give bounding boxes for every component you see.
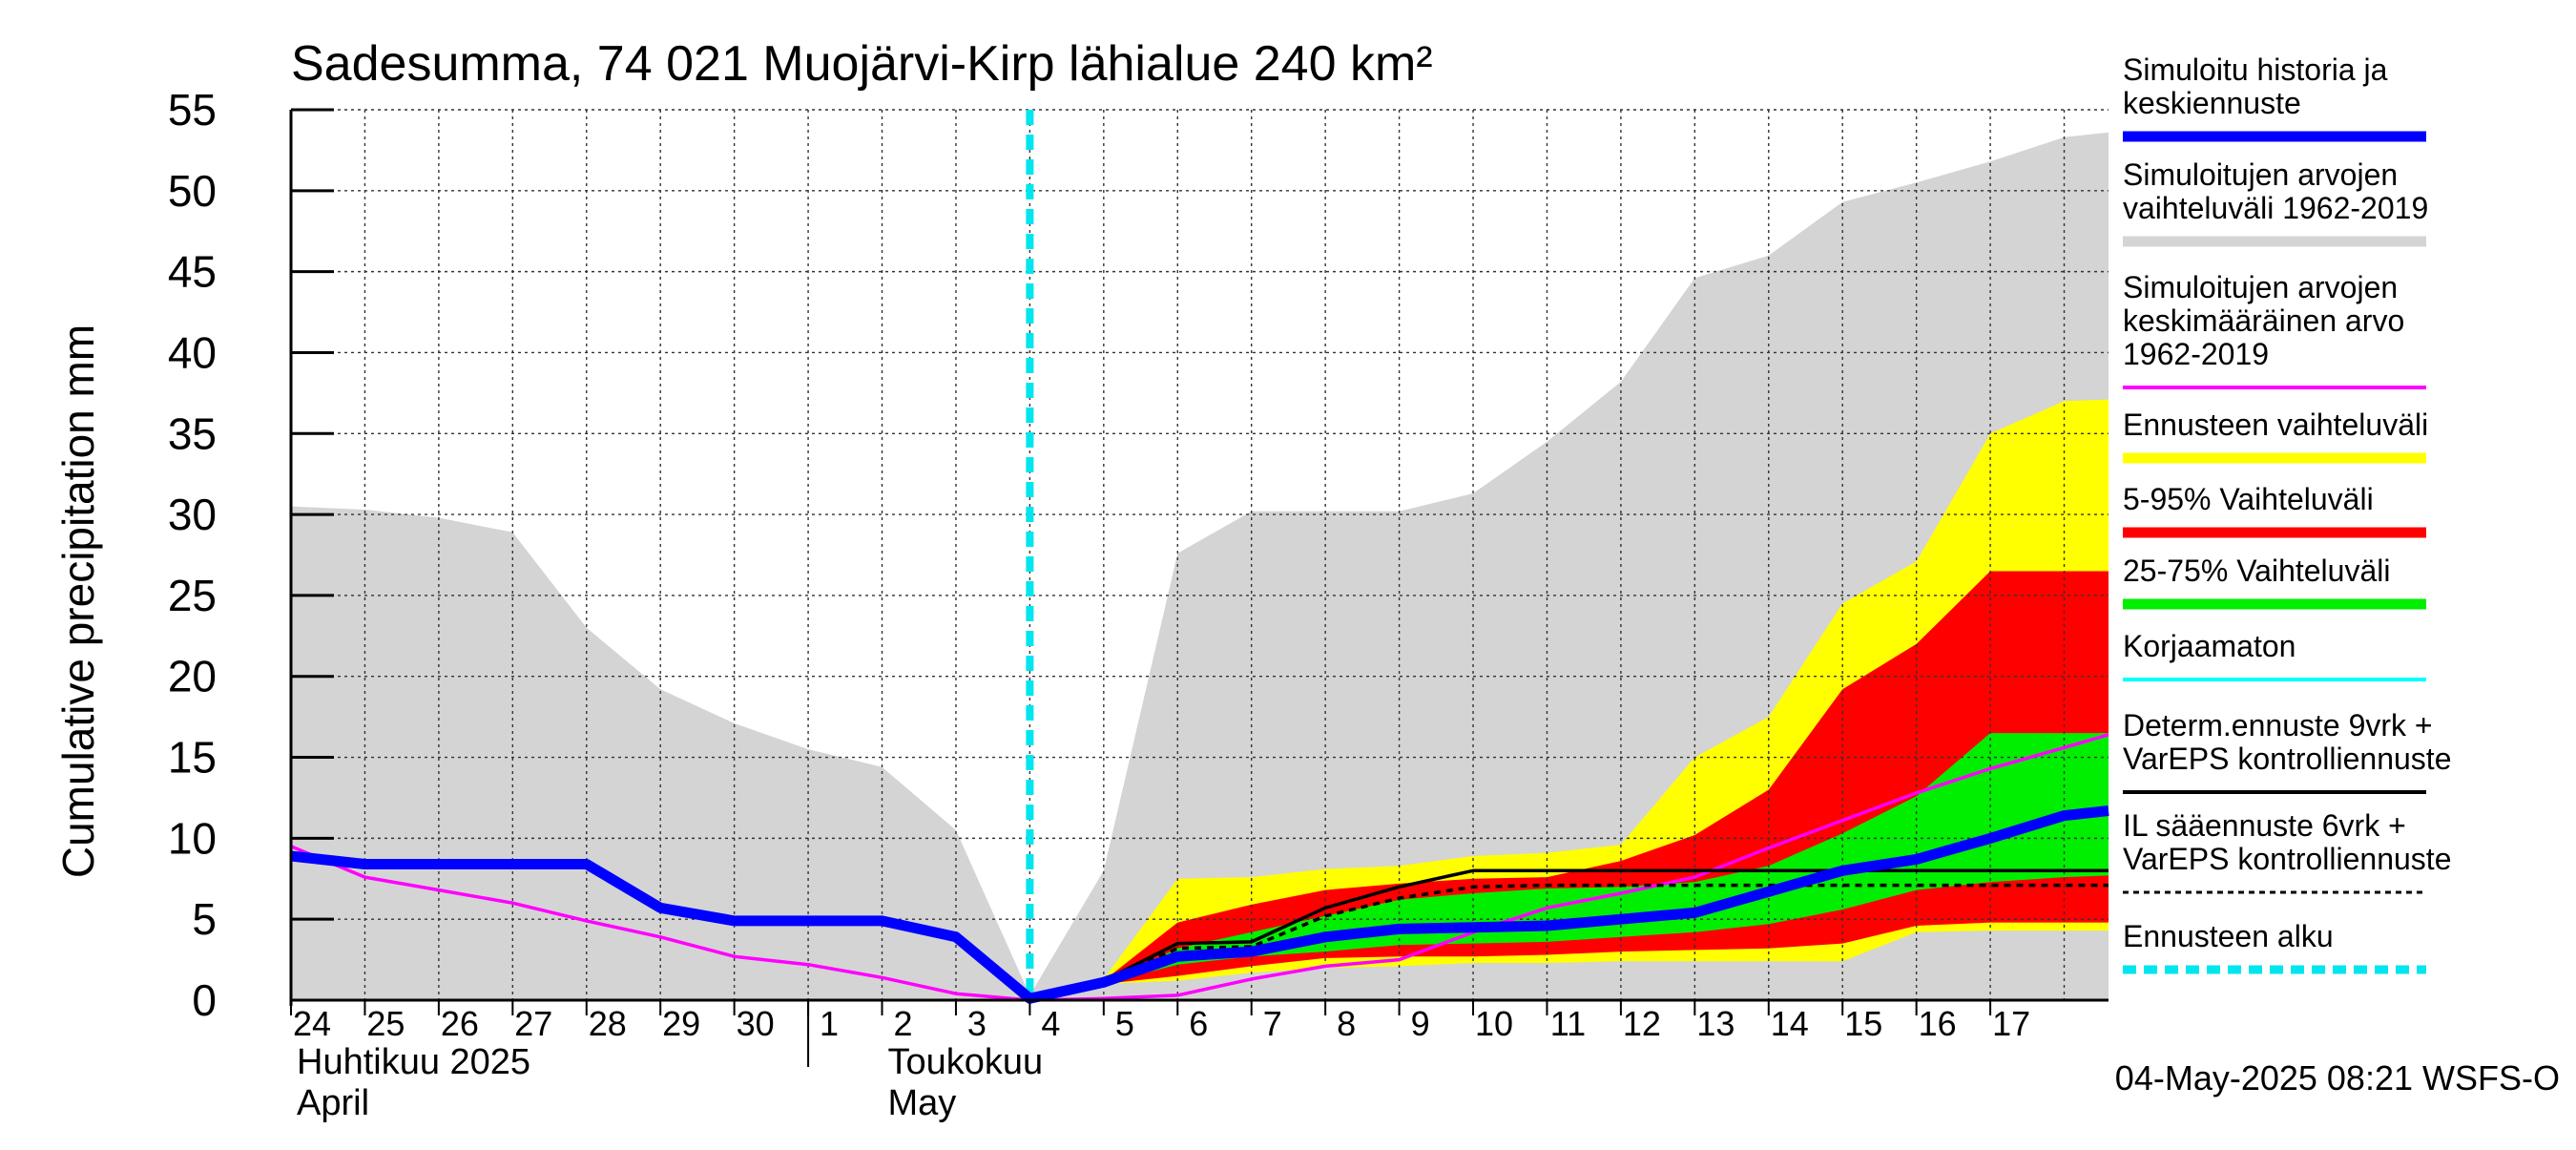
x-tick-label: 11 — [1550, 1004, 1586, 1043]
month-label-secondary: April — [297, 1083, 369, 1123]
legend-label: Simuloitu historia ja — [2123, 52, 2388, 87]
x-tick-label: 13 — [1696, 1004, 1735, 1043]
y-tick-label: 10 — [168, 813, 217, 863]
y-tick-label: 35 — [168, 408, 217, 458]
grid-layer — [291, 109, 2109, 1000]
x-tick-label: 28 — [589, 1004, 627, 1043]
legend-label: Determ.ennuste 9vrk + — [2123, 708, 2433, 742]
month-label-primary: Huhtikuu 2025 — [297, 1042, 530, 1082]
x-tick-label: 25 — [366, 1004, 405, 1043]
y-tick-label: 50 — [168, 166, 217, 216]
band-layer — [291, 132, 2109, 1001]
y-tick-label: 15 — [168, 733, 217, 783]
x-tick-label: 26 — [441, 1004, 479, 1043]
legend-label: keskiennuste — [2123, 86, 2301, 120]
legend-label: 25-75% Vaihteluväli — [2123, 554, 2390, 588]
y-tick-label: 25 — [168, 571, 217, 620]
line-layer — [290, 110, 2109, 1004]
y-tick-label: 30 — [168, 490, 217, 539]
history-range-band — [291, 132, 2109, 1000]
y-tick-label: 0 — [192, 975, 217, 1025]
chart-title: Sadesumma, 74 021 Muojärvi-Kirp lähialue… — [291, 36, 1433, 92]
x-tick-label: 3 — [967, 1004, 987, 1043]
x-tick-label: 1 — [820, 1004, 839, 1043]
legend-label: Simuloitujen arvojen — [2123, 270, 2398, 304]
x-tick-label: 10 — [1475, 1004, 1513, 1043]
legend-label: keskimääräinen arvo — [2123, 303, 2404, 338]
legend-label: Korjaamaton — [2123, 629, 2296, 663]
legend-label: Ennusteen vaihteluväli — [2123, 408, 2428, 442]
legend-label: 5-95% Vaihteluväli — [2123, 482, 2374, 516]
x-tick-label: 24 — [293, 1004, 331, 1043]
series-line-deterministic — [1028, 868, 2109, 1001]
x-tick-label: 6 — [1189, 1004, 1208, 1043]
legend-label: VarEPS kontrolliennuste — [2123, 742, 2451, 776]
range-25-75-band — [1029, 733, 2109, 1000]
x-tick-label: 15 — [1844, 1004, 1882, 1043]
series-line-simulated — [290, 805, 2109, 1004]
month-label-secondary: May — [888, 1083, 957, 1123]
legend-label: 1962-2019 — [2123, 337, 2269, 371]
x-tick-label: 8 — [1337, 1004, 1356, 1043]
x-tick-label: 29 — [662, 1004, 700, 1043]
x-tick-label: 30 — [737, 1004, 775, 1043]
legend-label: Ennusteen alku — [2123, 919, 2334, 953]
y-tick-label: 45 — [168, 247, 217, 297]
x-tick-label: 4 — [1041, 1004, 1060, 1043]
legend-label: VarEPS kontrolliennuste — [2123, 842, 2451, 876]
x-tick-label: 12 — [1623, 1004, 1661, 1043]
month-label-primary: Toukokuu — [888, 1042, 1044, 1082]
x-tick-label: 17 — [1992, 1004, 2030, 1043]
x-tick-label: 5 — [1115, 1004, 1134, 1043]
footer-timestamp: 04-May-2025 08:21 WSFS-O — [2115, 1058, 2560, 1098]
x-tick-label: 14 — [1771, 1004, 1809, 1043]
x-tick-label: 7 — [1263, 1004, 1282, 1043]
y-tick-label: 40 — [168, 327, 217, 377]
y-tick-label: 5 — [192, 894, 217, 944]
legend-label: IL sääennuste 6vrk + — [2123, 808, 2406, 843]
x-tick-label: 16 — [1919, 1004, 1957, 1043]
y-tick-label: 20 — [168, 652, 217, 701]
legend-label: vaihteluväli 1962-2019 — [2123, 191, 2428, 225]
legend-label: Simuloitujen arvojen — [2123, 157, 2398, 192]
x-tick-label: 9 — [1411, 1004, 1430, 1043]
y-tick-label: 55 — [168, 85, 217, 135]
series-line-il-forecast — [1028, 883, 2109, 1001]
x-tick-label: 2 — [893, 1004, 912, 1043]
y-axis-label: Cumulative precipitation mm — [53, 324, 103, 878]
series-line-mean-history — [290, 733, 2109, 1002]
x-tick-label: 27 — [514, 1004, 552, 1043]
